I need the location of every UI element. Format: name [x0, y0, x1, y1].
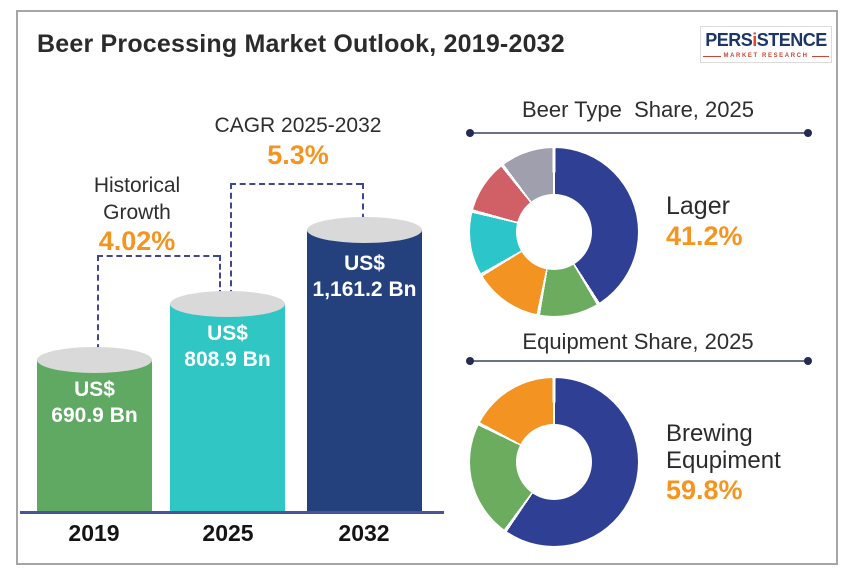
brand-subtitle: MARKET RESEARCH	[703, 53, 830, 59]
beer-type-separator	[466, 129, 812, 137]
bar-2025-top-ellipse	[170, 291, 285, 317]
brand-wordmark: PERSiSTENCE	[703, 30, 829, 51]
equipment-section-title: Equipment Share, 2025	[522, 329, 754, 354]
equipment-separator	[466, 357, 812, 365]
page-title: Beer Processing Market Outlook, 2019-203…	[37, 30, 565, 58]
beer-type-donut	[470, 148, 638, 316]
brand-wordmark-i: i	[752, 30, 757, 50]
axis-baseline	[20, 511, 444, 514]
equipment-donut-hole	[516, 424, 592, 500]
beer-type-donut-hole	[516, 194, 592, 270]
brewing-callout-label: Brewing Equpiment	[666, 420, 781, 474]
lager-callout-value: 41.2%	[666, 221, 743, 251]
brand-subtitle-text: MARKET RESEARCH	[723, 53, 809, 59]
year-label-2032: 2032	[338, 520, 390, 546]
bar-2025-body	[170, 304, 285, 511]
bar-2025-value-label: US$ 808.9 Bn	[184, 322, 271, 371]
bar-2019-value-label: US$ 690.9 Bn	[51, 378, 138, 427]
cagr-annotation-value: 5.3%	[267, 140, 329, 170]
historical-label-line2: Growth	[103, 201, 171, 224]
bar-2032: US$ 1,161.2 Bn	[307, 217, 422, 511]
chart-panel: Beer Processing Market Outlook, 2019-203…	[16, 10, 838, 565]
historical-label-line1: Historical	[93, 174, 181, 197]
bar-2025: US$ 808.9 Bn	[170, 291, 285, 511]
cagr-bracket-left-leg	[230, 183, 232, 296]
cagr-bracket-top	[230, 183, 362, 185]
year-label-2025: 2025	[202, 520, 254, 546]
brand-subtitle-rule-left	[703, 55, 721, 57]
cagr-annotation-label: CAGR 2025-2032	[214, 114, 382, 137]
brand-subtitle-rule-right	[811, 55, 830, 57]
bar-2032-value-label: US$ 1,161.2 Bn	[312, 252, 417, 301]
cagr-bracket-right-leg	[362, 183, 364, 230]
historical-bracket-right-leg	[219, 255, 221, 296]
historical-annotation-label: Historical Growth	[47, 172, 227, 226]
historical-annotation-value: 4.02%	[98, 226, 176, 256]
bar-2032-body	[307, 230, 422, 511]
bar-2019-body	[37, 360, 152, 511]
brand-wordmark-post: STENCE	[756, 30, 828, 50]
brand-logo: PERSiSTENCE MARKET RESEARCH	[700, 26, 832, 63]
historical-bracket-left-leg	[97, 255, 99, 360]
brewing-callout-value: 59.8%	[666, 475, 743, 505]
year-label-2019: 2019	[68, 520, 120, 546]
beer-type-section-title: Beer Type Share, 2025	[522, 97, 754, 122]
brand-wordmark-pre: PERS	[705, 30, 753, 50]
bar-2032-top-ellipse	[307, 217, 422, 243]
bar-2019-top-ellipse	[37, 347, 152, 373]
historical-bracket-top	[97, 255, 219, 257]
equipment-donut	[470, 378, 638, 546]
lager-callout-label: Lager	[666, 192, 730, 220]
bar-2019: US$ 690.9 Bn	[37, 347, 152, 511]
